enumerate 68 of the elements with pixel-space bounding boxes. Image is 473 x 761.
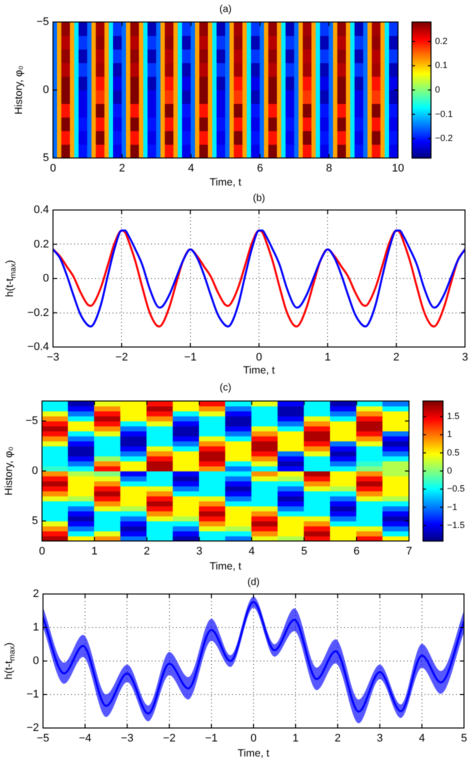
y-tick-label: 0 xyxy=(42,84,49,96)
y-tick-label: 0 xyxy=(32,465,38,478)
x-tick-label: −1 xyxy=(184,352,197,364)
chart-title: (d) xyxy=(247,576,260,588)
chart-title: (c) xyxy=(220,382,232,394)
y-tick-label: 0 xyxy=(42,272,49,285)
x-tick-label: 4 xyxy=(248,546,255,558)
chart-title: (b) xyxy=(252,192,266,204)
y-tick-label: 0.2 xyxy=(34,238,49,250)
color-bar-label: 1 xyxy=(447,429,452,440)
color-bar-label: 0.2 xyxy=(435,36,448,46)
x-tick-label: −3 xyxy=(46,352,60,364)
y-axis-title: History, φ₀ xyxy=(12,66,25,114)
color-bar-label: −0.5 xyxy=(447,484,465,494)
y-tick-label: 5 xyxy=(32,515,38,528)
x-tick-label: 6 xyxy=(354,546,360,558)
x-tick-label: 0 xyxy=(250,732,257,745)
x-tick-label: 2 xyxy=(393,352,400,364)
x-tick-label: 7 xyxy=(406,546,412,558)
x-tick-label: 10 xyxy=(392,162,404,175)
y-tick-label: −2 xyxy=(26,722,39,734)
x-tick-label: 4 xyxy=(188,162,194,175)
x-tick-label: −1 xyxy=(205,732,218,745)
y-tick-label: 2 xyxy=(32,588,39,600)
x-tick-label: 5 xyxy=(301,546,308,558)
y-axis-title: History, φ₀ xyxy=(2,446,15,496)
color-bar-label: 1.5 xyxy=(447,411,460,422)
y-tick-label: −1 xyxy=(26,688,39,701)
y-tick-label: −5 xyxy=(25,415,38,428)
color-bar-label: 0.1 xyxy=(435,60,448,70)
y-tick-label: 0.4 xyxy=(34,204,49,216)
x-tick-label: 1 xyxy=(292,732,299,745)
color-bar-label: −1.5 xyxy=(447,520,465,530)
y-tick-label: 0 xyxy=(32,655,39,668)
x-tick-label: −3 xyxy=(120,732,134,745)
x-tick-label: 1 xyxy=(91,546,98,558)
color-bar-label: 0.5 xyxy=(447,447,460,458)
x-tick-label: 2 xyxy=(118,162,126,175)
x-tick-label: 4 xyxy=(418,732,425,745)
x-tick-label: 6 xyxy=(256,162,264,175)
x-tick-label: 8 xyxy=(326,162,332,175)
color-bar-label: −0.1 xyxy=(435,108,453,119)
x-tick-label: 2 xyxy=(144,546,150,558)
x-tick-label: −2 xyxy=(115,352,128,364)
color-bar-label: 0 xyxy=(435,84,440,94)
x-axis-title: Time, t xyxy=(243,364,275,377)
x-tick-label: −4 xyxy=(78,732,92,745)
x-tick-label: 5 xyxy=(460,732,468,745)
y-tick-label: −0.4 xyxy=(27,341,49,354)
x-tick-label: 0 xyxy=(256,352,262,364)
y-tick-label: −5 xyxy=(36,16,49,28)
color-bar-label: 0 xyxy=(447,465,452,476)
x-axis-title: Time, t xyxy=(210,560,242,573)
x-axis-title: Time, t xyxy=(238,748,270,760)
x-tick-label: 2 xyxy=(334,732,341,745)
chart-title: (a) xyxy=(219,4,232,15)
x-tick-label: 3 xyxy=(376,732,383,745)
color-bar-label: −1 xyxy=(447,502,458,512)
x-axis-title: Time, t xyxy=(210,176,242,189)
x-tick-label: −2 xyxy=(163,732,176,745)
line-series xyxy=(53,230,465,328)
color-bar-label: −0.2 xyxy=(435,133,453,144)
y-tick-label: −0.2 xyxy=(27,306,49,319)
x-tick-label: 3 xyxy=(462,352,468,364)
x-tick-label: 1 xyxy=(324,352,331,364)
y-tick-label: 5 xyxy=(42,152,49,164)
x-tick-label: 3 xyxy=(196,546,202,558)
y-tick-label: 1 xyxy=(32,622,39,634)
